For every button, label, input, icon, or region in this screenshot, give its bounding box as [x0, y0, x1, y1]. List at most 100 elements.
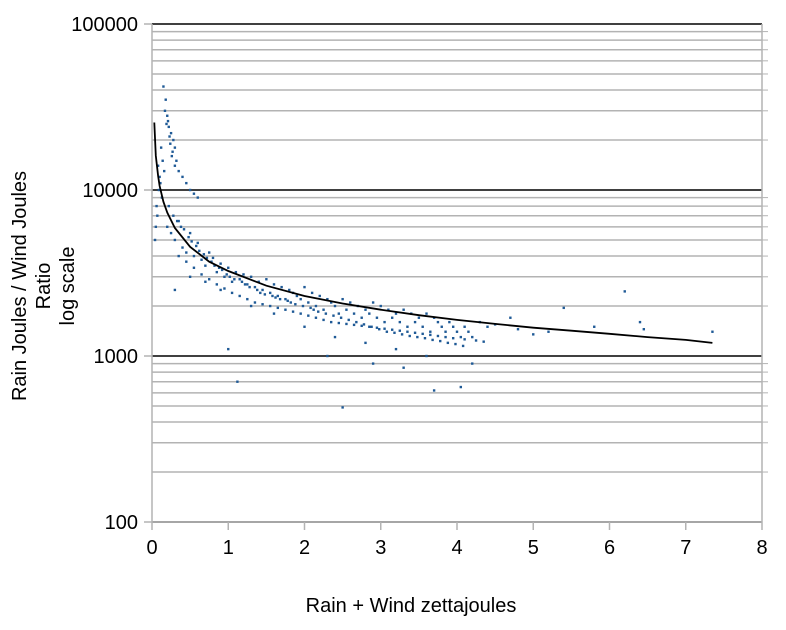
data-point [314, 304, 318, 308]
data-point [171, 150, 174, 153]
y-tick-label: 100000 [71, 14, 138, 36]
data-point [155, 204, 158, 208]
data-point [371, 301, 375, 304]
data-point [166, 114, 169, 117]
data-point [240, 280, 244, 283]
data-point [436, 334, 440, 338]
data-point [166, 225, 169, 229]
data-point [172, 214, 175, 217]
data-point [402, 308, 405, 311]
data-point [711, 330, 714, 333]
data-point [471, 362, 474, 365]
data-point [394, 312, 398, 315]
data-point [253, 301, 257, 304]
data-point [312, 308, 315, 311]
data-point [368, 325, 371, 328]
data-point [253, 285, 257, 289]
data-point [182, 228, 186, 231]
data-point [187, 235, 190, 239]
data-point [378, 328, 381, 331]
data-point [471, 335, 474, 339]
data-point [217, 266, 221, 269]
data-point [165, 122, 168, 126]
data-point [158, 175, 161, 179]
data-point [190, 240, 193, 243]
data-point [314, 316, 318, 319]
data-point [185, 260, 188, 263]
data-point [228, 275, 231, 278]
data-point [162, 85, 165, 88]
data-point [318, 294, 321, 298]
data-point [271, 294, 274, 298]
data-point [192, 192, 196, 195]
data-point [291, 310, 295, 313]
data-point [352, 312, 356, 315]
data-point [425, 312, 428, 315]
data-point [192, 254, 196, 258]
data-points [153, 85, 714, 409]
data-point [177, 254, 180, 258]
data-point [345, 322, 348, 326]
data-point [204, 264, 207, 267]
data-point [167, 125, 170, 129]
data-point [159, 181, 162, 185]
data-point [482, 340, 485, 343]
data-point [233, 278, 236, 281]
data-point [215, 270, 219, 274]
data-point [385, 330, 389, 333]
data-point [227, 266, 230, 269]
data-point [207, 251, 211, 254]
data-point [440, 325, 443, 328]
data-point [185, 251, 188, 254]
data-point [339, 316, 343, 319]
data-point [200, 273, 203, 276]
data-point [532, 333, 535, 336]
y-axis-title-line: Ratio [33, 263, 55, 310]
x-tick-label: 0 [146, 537, 157, 559]
data-point [406, 330, 409, 333]
data-point [196, 196, 199, 199]
data-point [301, 304, 305, 308]
data-point [317, 310, 320, 313]
data-point [289, 301, 292, 304]
data-point [170, 154, 174, 158]
data-point [188, 275, 192, 278]
data-point [156, 164, 160, 167]
data-point [398, 329, 402, 332]
data-point [341, 406, 344, 409]
data-point [337, 321, 341, 325]
data-point [163, 109, 167, 112]
y-tick-label: 1000 [94, 346, 139, 368]
data-point [309, 306, 312, 310]
data-point [181, 175, 184, 179]
data-point [156, 214, 159, 217]
x-tick-label: 6 [604, 537, 615, 559]
data-point [238, 294, 241, 298]
data-point [276, 306, 280, 310]
data-point [202, 253, 206, 256]
data-point [463, 338, 466, 341]
data-point [516, 328, 520, 331]
data-point [284, 297, 287, 301]
data-point [368, 312, 371, 315]
data-point [638, 320, 642, 324]
data-point [175, 159, 178, 162]
data-point [307, 301, 310, 304]
data-point [169, 131, 173, 135]
grid-lines [152, 23, 768, 523]
y-axis-title-line: Rain Joules / Wind Joules [9, 171, 31, 401]
data-point [223, 287, 226, 290]
y-axis-ticks: 100 1000 10000 100000 [71, 14, 152, 534]
data-point [303, 325, 306, 328]
data-point [169, 231, 173, 235]
data-point [461, 344, 465, 348]
data-point [179, 225, 183, 229]
data-point [459, 385, 463, 389]
data-point [310, 291, 314, 295]
data-point [349, 301, 352, 304]
data-point [375, 316, 379, 319]
data-point [167, 204, 170, 208]
data-point [398, 320, 402, 324]
data-point [257, 280, 260, 283]
